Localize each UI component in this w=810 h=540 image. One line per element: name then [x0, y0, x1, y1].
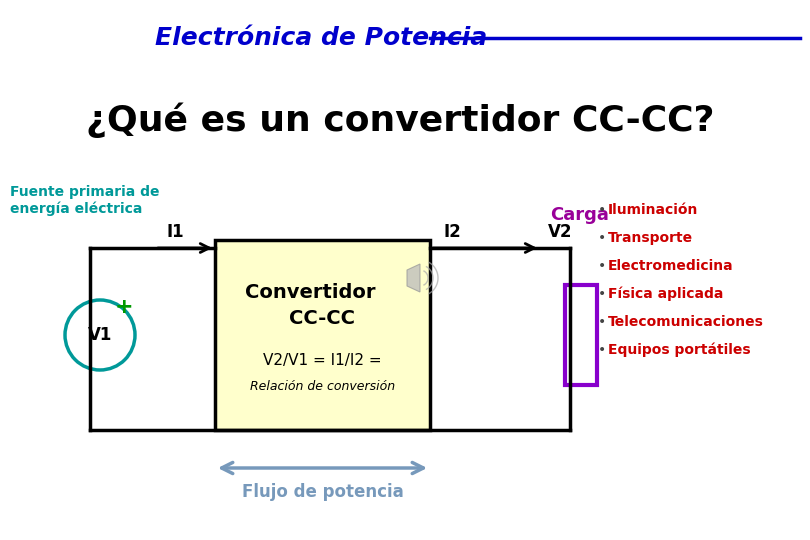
Text: •: •: [598, 315, 606, 329]
Text: V2: V2: [548, 223, 572, 241]
Text: +: +: [115, 297, 134, 317]
Text: Física aplicada: Física aplicada: [608, 287, 723, 301]
Text: I2: I2: [443, 223, 461, 241]
Text: Electrónica de Potencia: Electrónica de Potencia: [155, 26, 488, 50]
Text: •: •: [598, 287, 606, 301]
Text: CC-CC: CC-CC: [289, 308, 356, 327]
Text: I1: I1: [166, 223, 184, 241]
Text: Carga: Carga: [551, 206, 609, 224]
Text: Transporte: Transporte: [608, 231, 693, 245]
Text: •: •: [598, 203, 606, 217]
Text: •: •: [598, 259, 606, 273]
Text: Iluminación: Iluminación: [608, 203, 698, 217]
Text: •: •: [598, 231, 606, 245]
Text: V1: V1: [87, 326, 113, 344]
Text: Relación de conversión: Relación de conversión: [250, 381, 395, 394]
Text: •: •: [598, 343, 606, 357]
Text: ¿Qué es un convertidor CC-CC?: ¿Qué es un convertidor CC-CC?: [86, 102, 714, 138]
Text: Electromedicina: Electromedicina: [608, 259, 734, 273]
Bar: [565, 285, 597, 385]
Bar: [215, 240, 430, 430]
Text: Telecomunicaciones: Telecomunicaciones: [608, 315, 764, 329]
Text: Equipos portátiles: Equipos portátiles: [608, 343, 751, 357]
Text: V2/V1 = I1/I2 =: V2/V1 = I1/I2 =: [263, 353, 382, 368]
Text: Convertidor: Convertidor: [245, 282, 376, 301]
Text: Fuente primaria de
energía eléctrica: Fuente primaria de energía eléctrica: [10, 185, 160, 216]
Polygon shape: [407, 264, 420, 292]
Text: Flujo de potencia: Flujo de potencia: [242, 483, 404, 501]
